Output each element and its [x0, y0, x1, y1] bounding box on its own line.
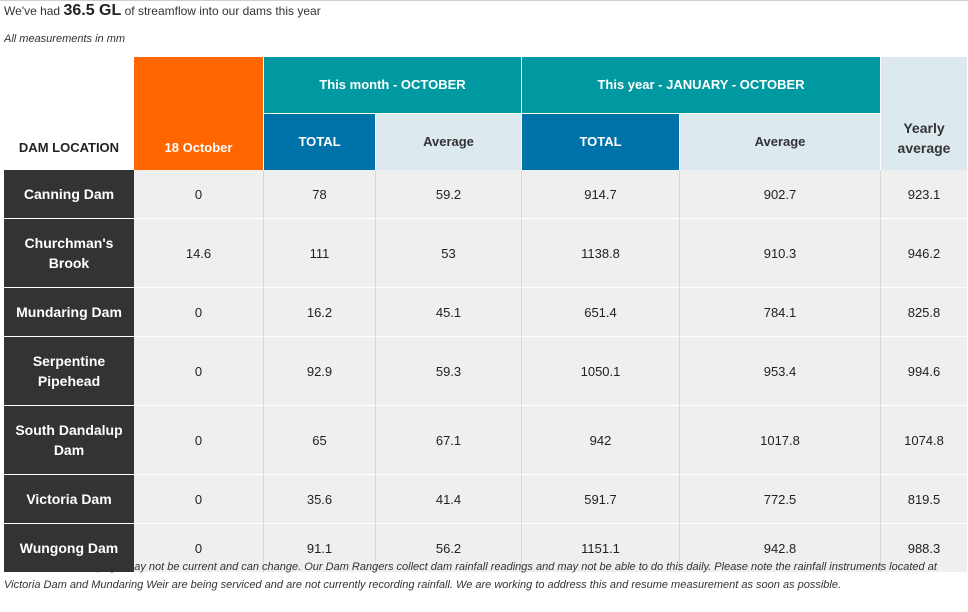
year-average-cell: 910.3: [680, 219, 881, 288]
headline-suffix: of streamflow into our dams this year: [124, 4, 321, 18]
year-total-cell: 1050.1: [522, 337, 680, 406]
day-rainfall-cell: 0: [134, 288, 264, 337]
month-average-cell: 59.2: [376, 170, 522, 219]
day-rainfall-cell: 0: [134, 524, 264, 573]
year-average-cell: 772.5: [680, 475, 881, 524]
day-rainfall-cell: 14.6: [134, 219, 264, 288]
month-total-cell: 92.9: [264, 337, 376, 406]
streamflow-amount: 36.5 GL: [63, 2, 122, 19]
yearly-average-cell: 1074.8: [881, 406, 967, 475]
disclaimer-text: Information on this page may not be curr…: [4, 561, 937, 591]
dam-location-cell: Canning Dam: [4, 170, 134, 219]
year-average-cell: 942.8: [680, 524, 881, 573]
table-row: Mundaring Dam 0 16.2 45.1 651.4 784.1 82…: [4, 288, 967, 337]
top-divider: [0, 0, 968, 1]
year-total-cell: 914.7: [522, 170, 680, 219]
day-rainfall-cell: 0: [134, 406, 264, 475]
year-average-cell: 902.7: [680, 170, 881, 219]
year-total-cell: 942: [522, 406, 680, 475]
dam-location-cell: Victoria Dam: [4, 475, 134, 524]
dam-location-header: DAM LOCATION: [4, 57, 134, 170]
yearly-average-cell: 825.8: [881, 288, 967, 337]
year-total-header: TOTAL: [522, 113, 680, 170]
table-row: South Dandalup Dam 0 65 67.1 942 1017.8 …: [4, 406, 967, 475]
table-row: Churchman's Brook 14.6 111 53 1138.8 910…: [4, 219, 967, 288]
streamflow-headline: We've had 36.5 GL of streamflow into our…: [4, 2, 321, 20]
table-row: Canning Dam 0 78 59.2 914.7 902.7 923.1: [4, 170, 967, 219]
dam-location-cell: South Dandalup Dam: [4, 406, 134, 475]
table-row: Victoria Dam 0 35.6 41.4 591.7 772.5 819…: [4, 475, 967, 524]
dam-location-cell: Serpentine Pipehead: [4, 337, 134, 406]
yearly-average-cell: 819.5: [881, 475, 967, 524]
day-rainfall-cell: 0: [134, 475, 264, 524]
month-total-header: TOTAL: [264, 113, 376, 170]
month-total-cell: 78: [264, 170, 376, 219]
year-average-header: Average: [680, 113, 881, 170]
month-average-cell: 56.2: [376, 524, 522, 573]
year-group-header: This year - JANUARY - OCTOBER: [522, 57, 881, 114]
yearly-average-header: Yearly average: [881, 57, 967, 170]
month-group-header: This month - OCTOBER: [264, 57, 522, 114]
month-average-cell: 45.1: [376, 288, 522, 337]
headline-prefix: We've had: [4, 4, 61, 18]
rainfall-table: DAM LOCATION 18 October This month - OCT…: [4, 57, 967, 573]
year-average-cell: 953.4: [680, 337, 881, 406]
day-rainfall-cell: 0: [134, 337, 264, 406]
yearly-average-cell: 988.3: [881, 524, 967, 573]
month-average-header: Average: [376, 113, 522, 170]
dam-location-cell: Churchman's Brook: [4, 219, 134, 288]
dam-location-cell: Wungong Dam: [4, 524, 134, 573]
dam-location-cell: Mundaring Dam: [4, 288, 134, 337]
year-total-cell: 1151.1: [522, 524, 680, 573]
month-average-cell: 53: [376, 219, 522, 288]
yearly-average-cell: 946.2: [881, 219, 967, 288]
yearly-average-cell: 923.1: [881, 170, 967, 219]
table-row: Wungong Dam 0 91.1 56.2 1151.1 942.8 988…: [4, 524, 967, 573]
measurement-note: All measurements in mm: [4, 33, 126, 45]
month-total-cell: 91.1: [264, 524, 376, 573]
table-row: Serpentine Pipehead 0 92.9 59.3 1050.1 9…: [4, 337, 967, 406]
month-average-cell: 67.1: [376, 406, 522, 475]
month-average-cell: 41.4: [376, 475, 522, 524]
month-total-cell: 65: [264, 406, 376, 475]
year-total-cell: 651.4: [522, 288, 680, 337]
month-total-cell: 16.2: [264, 288, 376, 337]
date-header: 18 October: [134, 57, 264, 170]
month-total-cell: 111: [264, 219, 376, 288]
month-total-cell: 35.6: [264, 475, 376, 524]
month-average-cell: 59.3: [376, 337, 522, 406]
yearly-average-cell: 994.6: [881, 337, 967, 406]
year-average-cell: 1017.8: [680, 406, 881, 475]
year-average-cell: 784.1: [680, 288, 881, 337]
year-total-cell: 1138.8: [522, 219, 680, 288]
year-total-cell: 591.7: [522, 475, 680, 524]
day-rainfall-cell: 0: [134, 170, 264, 219]
